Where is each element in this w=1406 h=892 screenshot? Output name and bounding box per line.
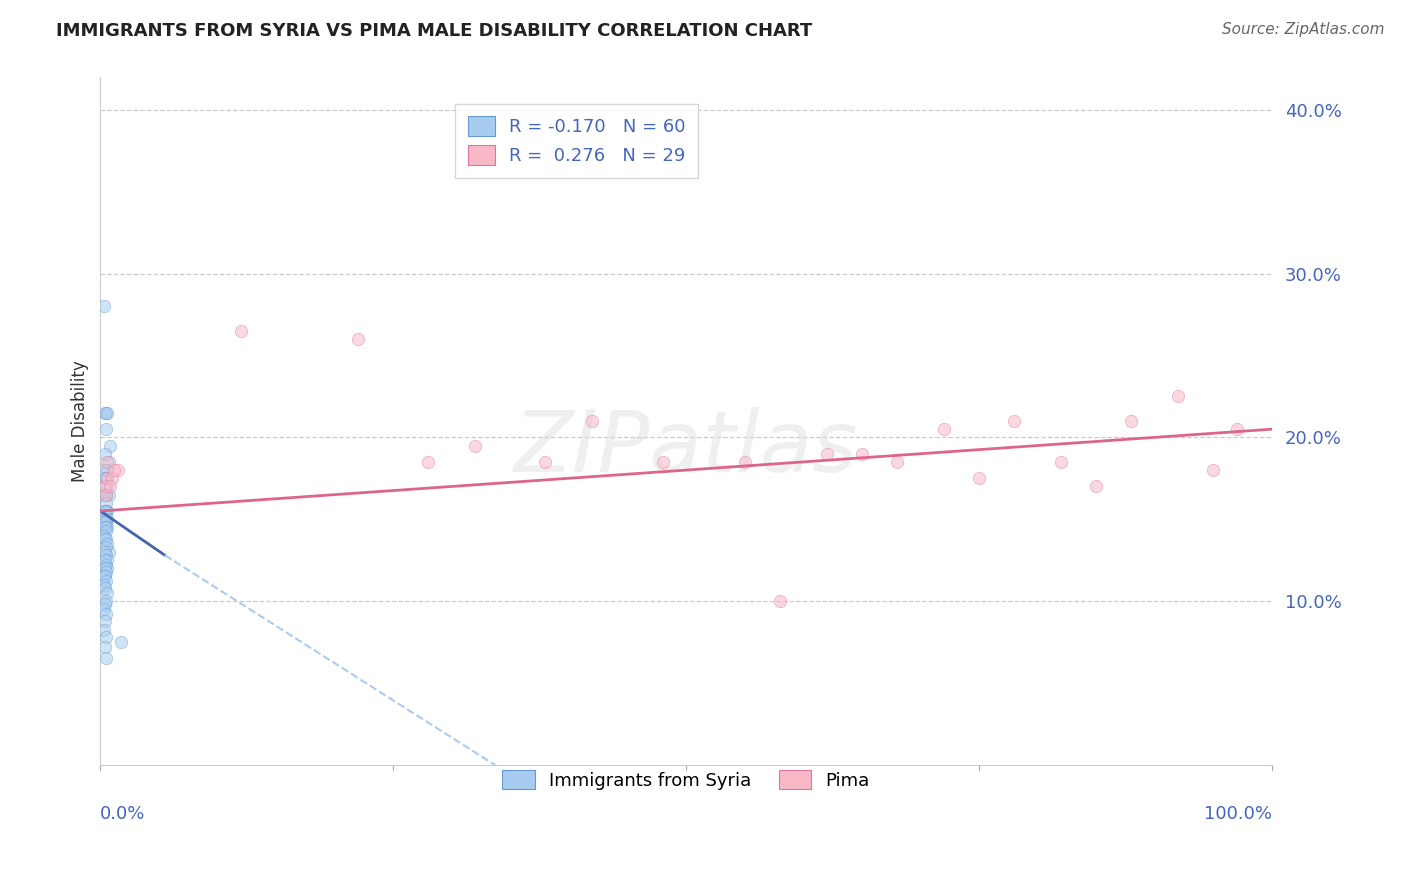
Point [110, 635, 132, 649]
Point [1121, 414, 1143, 428]
Point [96, 558, 118, 572]
Point [96, 504, 118, 518]
Point [1226, 422, 1249, 436]
Point [96, 471, 118, 485]
Point [107, 463, 129, 477]
Point [1167, 389, 1189, 403]
Point [815, 447, 838, 461]
Point [93, 463, 115, 477]
Point [96, 516, 118, 530]
Point [96, 574, 118, 589]
Point [1085, 479, 1108, 493]
Point [581, 414, 603, 428]
Point [94, 640, 117, 654]
Point [932, 422, 955, 436]
Text: 100.0%: 100.0% [1204, 805, 1271, 823]
Text: 0.0%: 0.0% [100, 805, 146, 823]
Point [96, 512, 118, 526]
Point [101, 471, 124, 485]
Point [96, 496, 118, 510]
Point [769, 594, 792, 608]
Point [96, 463, 118, 477]
Point [93, 300, 115, 314]
Point [96, 406, 118, 420]
Point [96, 594, 118, 608]
Point [93, 602, 115, 616]
Point [1002, 414, 1025, 428]
Point [347, 332, 370, 346]
Point [464, 439, 486, 453]
Point [94, 569, 117, 583]
Point [93, 569, 115, 583]
Point [94, 447, 117, 461]
Point [96, 504, 118, 518]
Point [98, 439, 121, 453]
Point [94, 581, 117, 595]
Point [96, 422, 118, 436]
Point [418, 455, 440, 469]
Point [96, 532, 118, 546]
Point [96, 586, 118, 600]
Point [103, 463, 125, 477]
Point [94, 561, 117, 575]
Point [1050, 455, 1073, 469]
Point [96, 524, 118, 538]
Point [94, 504, 117, 518]
Point [94, 516, 117, 530]
Point [94, 504, 117, 518]
Point [96, 540, 118, 554]
Point [651, 455, 673, 469]
Point [94, 471, 117, 485]
Point [96, 553, 118, 567]
Point [94, 406, 117, 420]
Legend: Immigrants from Syria, Pima: Immigrants from Syria, Pima [495, 763, 877, 797]
Point [93, 512, 115, 526]
Point [96, 520, 118, 534]
Point [967, 471, 990, 485]
Point [96, 455, 118, 469]
Text: IMMIGRANTS FROM SYRIA VS PIMA MALE DISABILITY CORRELATION CHART: IMMIGRANTS FROM SYRIA VS PIMA MALE DISAB… [56, 22, 813, 40]
Point [94, 520, 117, 534]
Point [96, 406, 118, 420]
Point [94, 532, 117, 546]
Point [96, 537, 118, 551]
Point [534, 455, 557, 469]
Point [96, 651, 118, 665]
Point [886, 455, 908, 469]
Y-axis label: Male Disability: Male Disability [72, 360, 89, 482]
Point [96, 565, 118, 579]
Point [96, 479, 118, 493]
Point [97, 488, 120, 502]
Point [98, 479, 121, 493]
Point [94, 614, 117, 628]
Point [93, 488, 115, 502]
Point [229, 324, 252, 338]
Point [94, 553, 117, 567]
Point [97, 455, 120, 469]
Point [851, 447, 873, 461]
Point [96, 488, 118, 502]
Point [93, 528, 115, 542]
Text: Source: ZipAtlas.com: Source: ZipAtlas.com [1222, 22, 1385, 37]
Point [96, 630, 118, 644]
Point [734, 455, 756, 469]
Point [94, 597, 117, 611]
Point [96, 548, 118, 562]
Point [96, 520, 118, 534]
Point [96, 607, 118, 621]
Point [94, 479, 117, 493]
Text: ZIPatlas: ZIPatlas [515, 407, 858, 490]
Point [1202, 463, 1225, 477]
Point [94, 545, 117, 559]
Point [93, 577, 115, 591]
Point [96, 471, 118, 485]
Point [93, 624, 115, 638]
Point [96, 512, 118, 526]
Point [96, 561, 118, 575]
Point [96, 488, 118, 502]
Point [97, 545, 120, 559]
